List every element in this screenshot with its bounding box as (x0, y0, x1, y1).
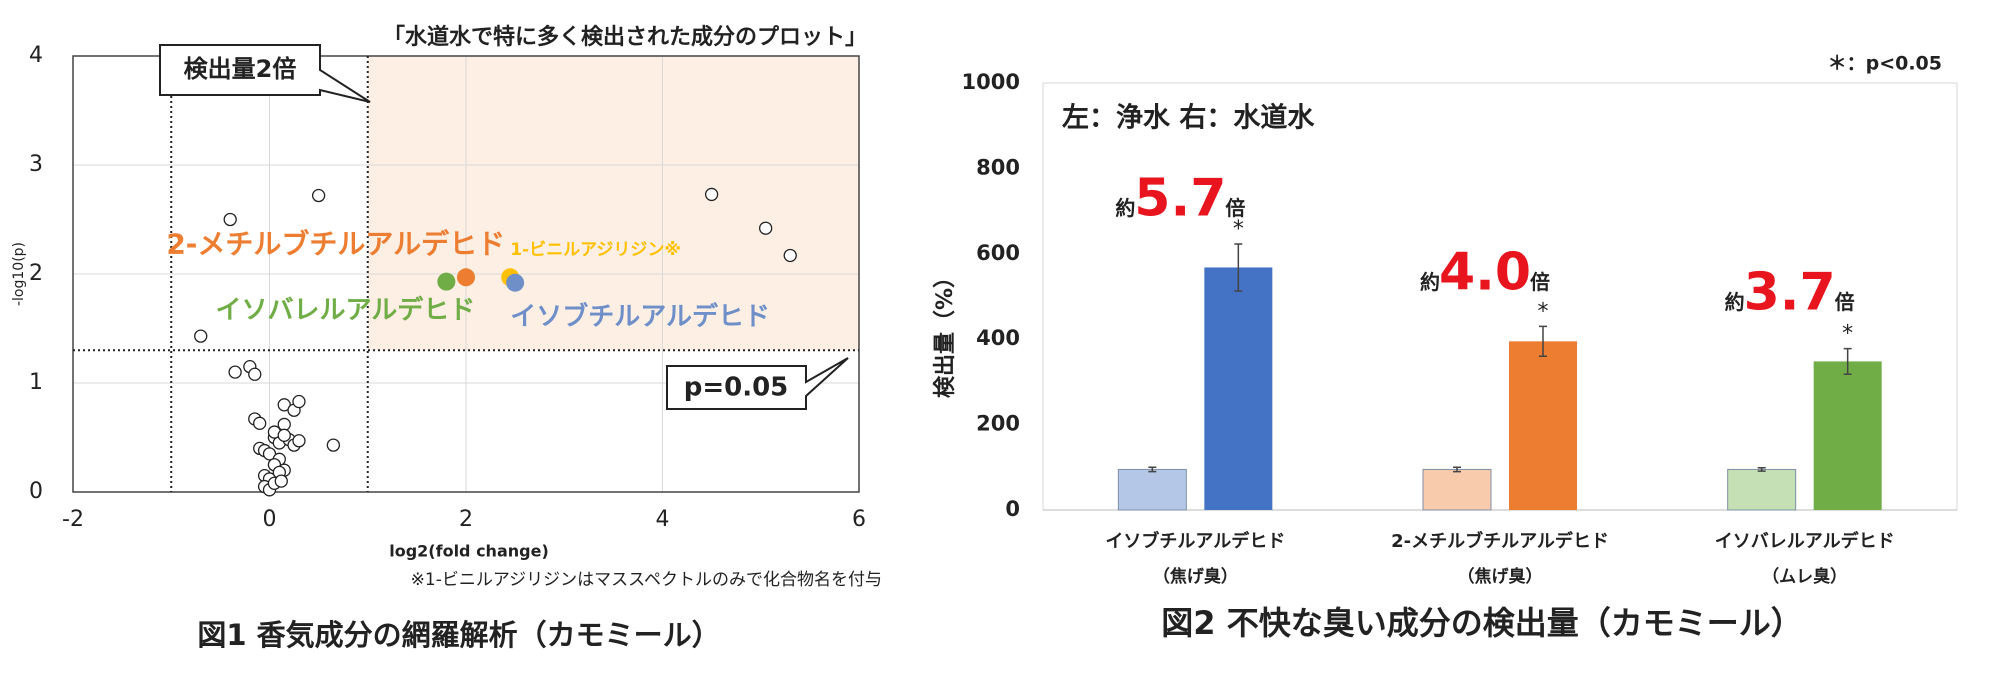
point (704, 187, 719, 202)
plot-frame (1042, 82, 1958, 511)
callout-label: p=0.05 (684, 373, 789, 403)
x-tick-label: 2-メチルブチルアルデヒド (1391, 530, 1609, 552)
point (311, 188, 326, 203)
x-tick-label: -2 (62, 507, 84, 532)
error-bar (1453, 466, 1461, 473)
y-tick-label: 1 (29, 370, 43, 395)
point (253, 416, 267, 430)
ratio-label: 5.7 (1134, 168, 1226, 228)
point-label: 1-ビニルアジリジン※ (510, 240, 681, 260)
note: ＊：p<0.05 (1828, 53, 1942, 75)
error-bar (1539, 325, 1547, 358)
ratio-suffix: 倍 (1225, 196, 1245, 220)
error-bar (1234, 243, 1243, 292)
x-axis-label: log2(fold change) (389, 542, 549, 561)
x-tick-sublabel: （ムレ臭） (1762, 566, 1847, 587)
point (228, 365, 242, 379)
point (223, 212, 237, 227)
plot-border (72, 55, 860, 493)
chart-title: 「水道水で特に多く検出された成分のプロット」 (383, 24, 867, 50)
bar (1204, 267, 1273, 510)
x-tick-sublabel: （焦げ臭） (1458, 566, 1543, 587)
x-tick-label: 2 (459, 507, 473, 532)
point (783, 248, 797, 263)
point-label: イソブチルアルデヒド (510, 301, 770, 332)
bar (1422, 468, 1492, 511)
error-bar (1843, 347, 1852, 375)
highlight-region (367, 56, 859, 351)
caption: 図2 不快な臭い成分の検出量（カモミール） (1161, 604, 1802, 642)
bar (1117, 468, 1187, 511)
y-tick-label: 200 (976, 412, 1020, 436)
point (194, 329, 208, 343)
ratio-prefix: 約 (1725, 290, 1745, 314)
point (292, 434, 306, 448)
highlight-point (457, 268, 475, 287)
point (277, 428, 291, 442)
point-label: 2-メチルブチルアルデヒド (166, 228, 505, 261)
y-tick-label: 600 (976, 241, 1020, 265)
bar (1509, 341, 1577, 510)
ratio-prefix: 約 (1115, 196, 1135, 220)
x-tick-label: 0 (263, 507, 277, 532)
ratio-prefix: 約 (1420, 270, 1440, 294)
caption: 図1 香気成分の網羅解析（カモミール） (197, 618, 720, 652)
x-tick-label: 6 (852, 507, 866, 532)
point (292, 394, 306, 409)
point-label: イソバレルアルデヒド (215, 295, 475, 326)
highlight-point (437, 272, 456, 291)
ratio-suffix: 倍 (1530, 270, 1550, 294)
bar (1813, 361, 1882, 510)
bar (1727, 468, 1797, 511)
y-tick-label: 2 (29, 261, 43, 286)
ratio-suffix: 倍 (1835, 290, 1855, 314)
point (277, 398, 291, 412)
point (326, 438, 341, 452)
y-tick-label: 0 (1005, 497, 1020, 521)
footnote: ※1-ビニルアジリジンはマススペクトルのみで化合物名を付与 (411, 570, 882, 590)
ratio-label: 4.0 (1439, 242, 1531, 302)
significance-mark: * (1538, 299, 1549, 324)
x-tick-label: 4 (656, 507, 670, 532)
ratio-label: 3.7 (1744, 262, 1836, 322)
highlight-point (506, 273, 525, 292)
x-tick-label: イソバレルアルデヒド (1715, 530, 1895, 552)
callout-label: 検出量2倍 (184, 55, 297, 83)
y-tick-label: 800 (976, 155, 1020, 179)
y-tick-label: 0 (29, 479, 43, 504)
callout-box (666, 357, 849, 410)
y-tick-label: 400 (976, 326, 1020, 350)
x-tick-sublabel: （焦げ臭） (1153, 566, 1238, 587)
legend-text: 左：浄水 右：水道水 (1062, 102, 1315, 134)
point (759, 221, 773, 235)
y-axis-label: 検出量（%） (933, 266, 958, 398)
point (262, 447, 277, 461)
y-tick-label: 1000 (962, 70, 1020, 94)
point (274, 474, 288, 488)
significance-mark: * (1233, 217, 1244, 242)
y-axis-label: -log10(p) (11, 242, 27, 306)
significance-mark: * (1842, 322, 1853, 347)
y-tick-label: 4 (29, 43, 43, 68)
y-tick-label: 3 (29, 152, 43, 177)
point (248, 367, 262, 381)
error-bar (1757, 466, 1766, 472)
callout-box (159, 44, 371, 103)
x-tick-label: イソブチルアルデヒド (1105, 530, 1285, 552)
error-bar (1148, 466, 1157, 473)
